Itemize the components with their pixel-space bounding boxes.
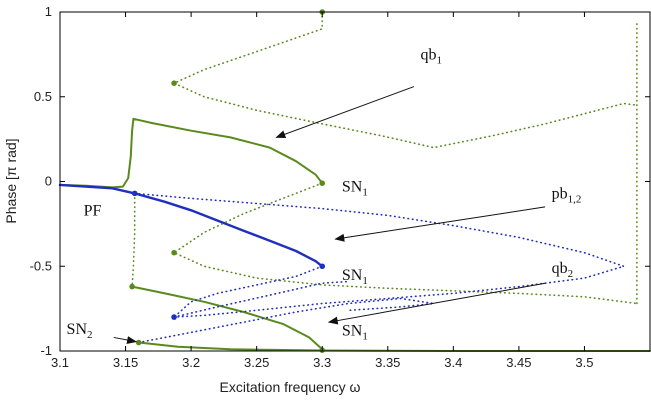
bifurcation-marker-6	[135, 339, 142, 346]
label-sn1-bottom: SN1	[342, 323, 368, 343]
x-tick-label: 3.45	[506, 355, 531, 370]
bifurcation-marker-9	[319, 263, 326, 270]
bifurcation-marker-3	[319, 180, 326, 186]
y-axis-label: Phase [π rad]	[3, 138, 19, 223]
label-sn2-arrow	[113, 336, 138, 344]
label-sn2: SN2	[67, 321, 93, 341]
label-sn1-top: SN1	[342, 179, 368, 199]
x-tick-label: 3.15	[113, 355, 138, 370]
label-qb1-arrow	[275, 86, 415, 139]
bifurcation-marker-2	[171, 80, 177, 86]
plot-background	[60, 12, 650, 351]
series-green-solid-1	[59, 117, 324, 189]
bifurcation-marker-4	[171, 249, 177, 256]
x-tick-label: 3.2	[182, 355, 200, 370]
x-axis-label: Excitation frequency ω	[220, 379, 361, 395]
x-tick-label: 3.5	[575, 355, 593, 370]
label-pf: PF	[84, 202, 102, 219]
bifurcation-marker-8	[131, 190, 138, 197]
y-tick-label: 0	[45, 174, 52, 189]
x-tick-label: 3.3	[313, 355, 331, 370]
series-green-dotted-5	[173, 11, 638, 149]
bifurcation-marker-5	[129, 283, 135, 290]
x-tick-label: 3.35	[375, 355, 400, 370]
series-blue-dotted-10	[173, 265, 323, 318]
x-tick-label: 3.25	[244, 355, 269, 370]
x-tick-label: 3.1	[51, 355, 69, 370]
y-tick-label: -0.5	[30, 258, 52, 273]
bifurcation-marker-10	[171, 314, 177, 320]
series-blue-dotted-9	[133, 192, 625, 318]
tick-layer: 3.1 3.15 3.2 3.25 3.3 3.35 3.4 3.45 3.5 1 0.5 0 -0.5…	[30, 4, 650, 370]
marker-layer	[129, 9, 326, 353]
y-tick-label: -1	[40, 343, 52, 358]
y-tick-label: 1	[45, 4, 52, 19]
series-blue-solid-2	[58, 183, 324, 268]
y-tick-label: 0.5	[34, 89, 52, 104]
series-green-dotted-7	[173, 182, 638, 305]
series-green-solid-3	[131, 285, 324, 351]
label-qb2-arrow	[327, 282, 546, 325]
label-pb12-arrow	[334, 206, 546, 242]
label-sn1-mid: SN1	[342, 267, 368, 287]
x-tick-label: 3.4	[444, 355, 462, 370]
series-layer	[58, 11, 651, 352]
